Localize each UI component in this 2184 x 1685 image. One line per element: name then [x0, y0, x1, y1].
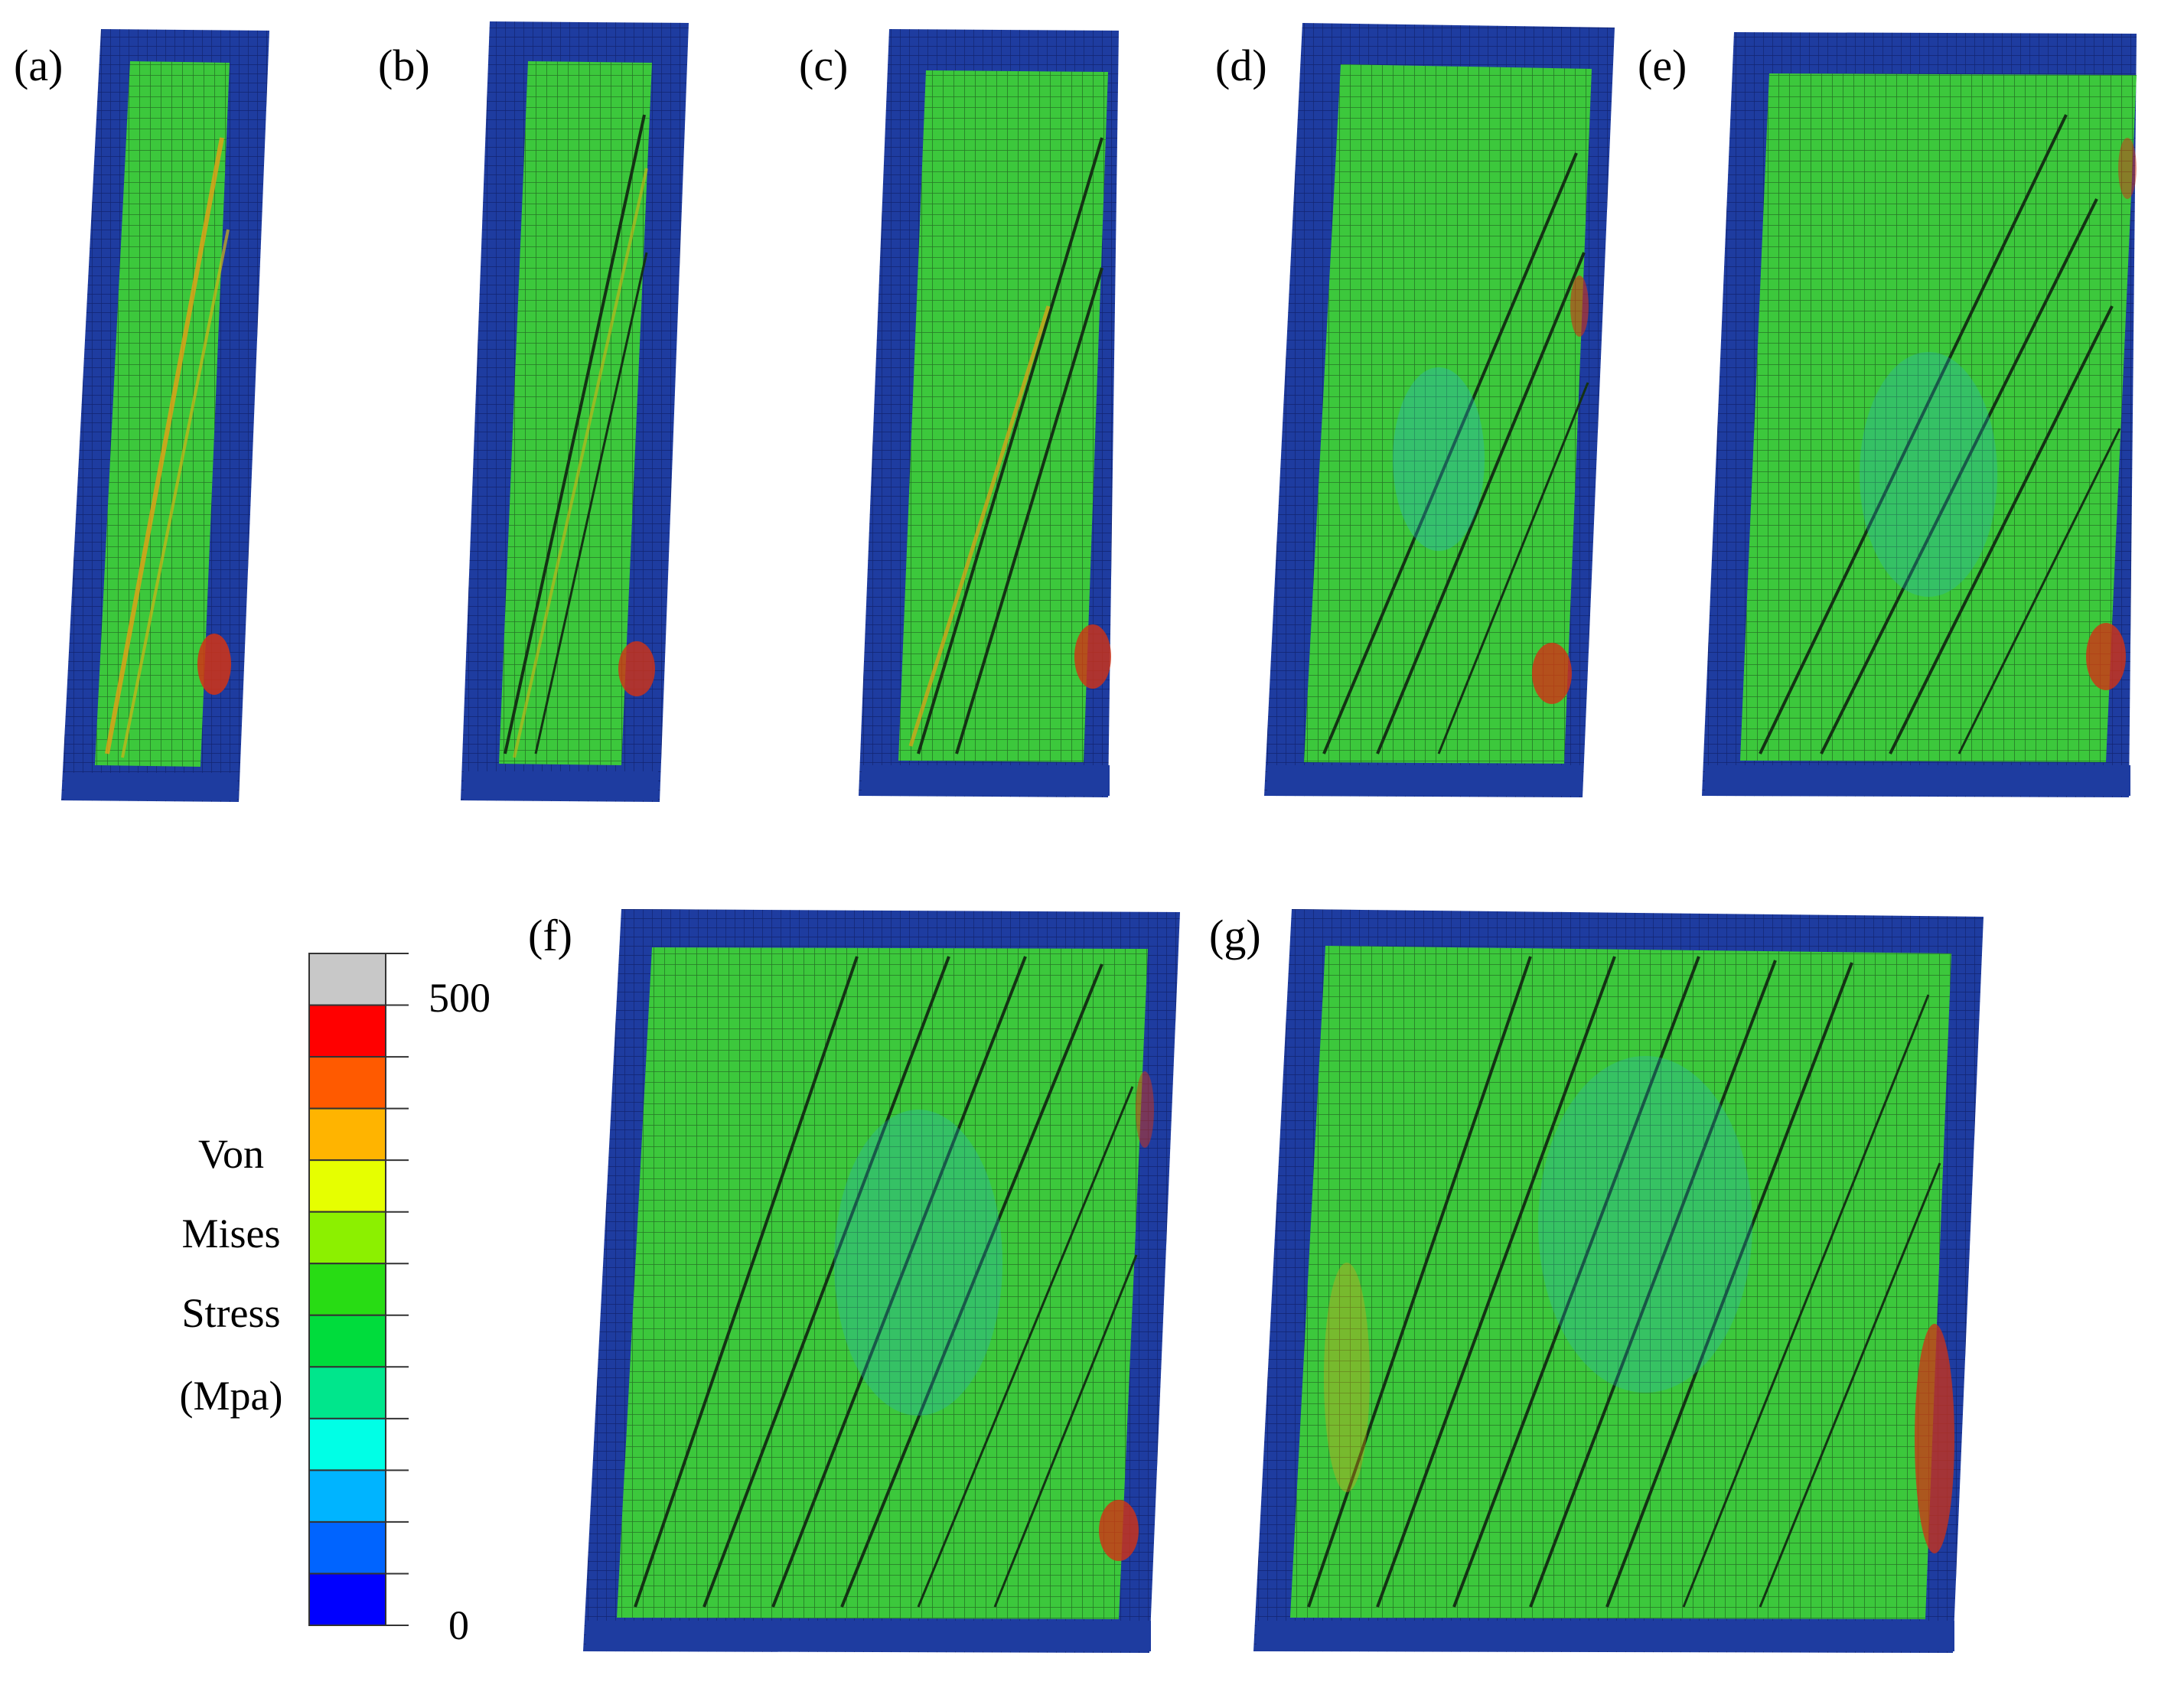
- legend-swatch: [308, 1263, 386, 1316]
- panel-g-label: (g): [1209, 911, 1261, 960]
- panel-d-label: (d): [1215, 41, 1267, 90]
- legend-swatch: [308, 1366, 386, 1419]
- panel-c: (c): [799, 29, 1119, 797]
- legend-swatch: [308, 1211, 386, 1265]
- panel-c-hot-spot: [1074, 624, 1111, 689]
- legend-title-line-2: Mises: [181, 1211, 280, 1256]
- panel-c-label: (c): [799, 41, 848, 90]
- legend-swatch: [308, 1107, 386, 1162]
- legend-swatch: [308, 953, 386, 1006]
- legend-swatch: [308, 1417, 386, 1472]
- legend-swatch: [308, 1004, 386, 1058]
- color-legend: 500 0 Von Mises Stress (Mpa): [180, 953, 491, 1648]
- panel-a-label: (a): [14, 41, 63, 90]
- panel-f-label: (f): [528, 911, 572, 960]
- legend-swatch: [308, 1159, 386, 1213]
- panel-a-hot-spot: [197, 634, 231, 695]
- legend-min-label: 0: [448, 1602, 469, 1648]
- panel-b: (b): [378, 21, 689, 802]
- panel-e-label: (e): [1638, 41, 1687, 90]
- panel-b-hot-spot: [618, 641, 655, 696]
- panel-e-hot-spot: [2086, 623, 2126, 690]
- panel-f-hot-spot: [1099, 1500, 1139, 1561]
- legend-title-line-1: Von: [198, 1131, 264, 1177]
- panel-d: (d): [1215, 23, 1615, 797]
- panel-b-label: (b): [378, 41, 430, 90]
- legend-swatch: [308, 1056, 386, 1110]
- legend-color-bar: [308, 953, 409, 1626]
- panel-e: (e): [1638, 32, 2137, 797]
- panel-d-hot-spot: [1532, 643, 1572, 704]
- legend-max-label: 500: [429, 975, 491, 1021]
- legend-swatch: [308, 1520, 386, 1575]
- legend-title-line-4: (Mpa): [180, 1373, 283, 1419]
- panel-g: (g): [1209, 909, 1984, 1653]
- legend-swatch: [308, 1469, 386, 1523]
- panel-f: (f): [528, 909, 1180, 1653]
- panel-g-hot-spot: [1915, 1324, 1954, 1553]
- legend-title-line-3: Stress: [181, 1290, 280, 1336]
- legend-swatch: [308, 1314, 386, 1368]
- panel-a: (a): [14, 29, 269, 802]
- legend-swatch: [308, 1573, 386, 1626]
